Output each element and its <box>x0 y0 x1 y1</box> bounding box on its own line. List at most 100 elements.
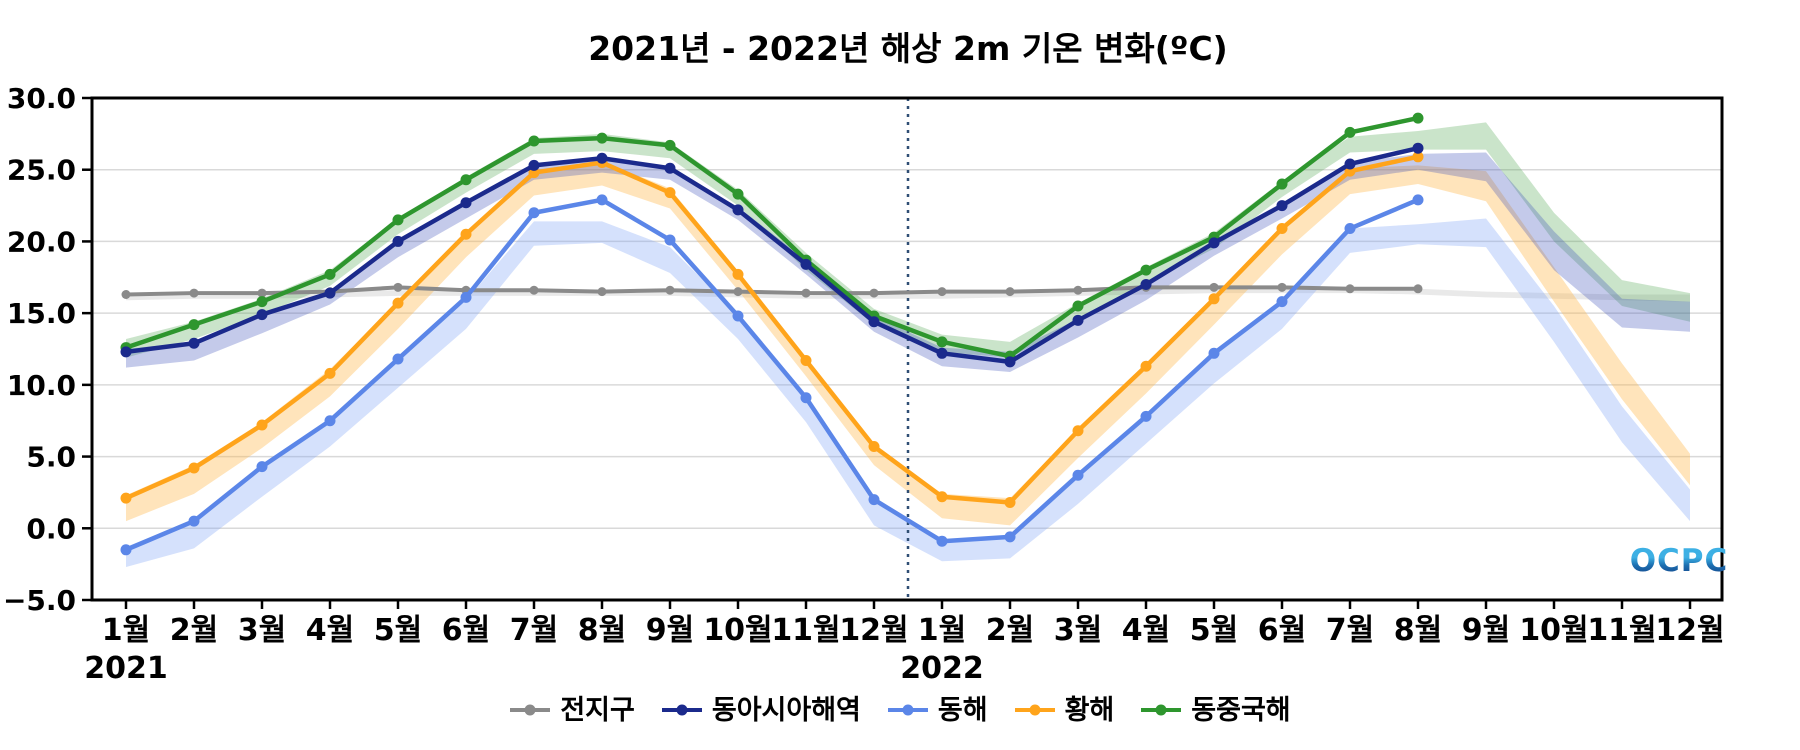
legend-marker-icon <box>1141 704 1182 716</box>
marker-동중국해 <box>936 336 948 348</box>
x-tick-label: 8월 <box>578 613 626 648</box>
marker-동중국해 <box>460 174 472 186</box>
marker-동해 <box>664 234 676 246</box>
marker-동해 <box>596 194 608 206</box>
marker-황해 <box>1072 425 1084 437</box>
marker-동중국해 <box>664 139 676 151</box>
marker-황해 <box>460 228 472 240</box>
marker-동해 <box>120 544 132 556</box>
marker-황해 <box>732 268 744 280</box>
x-tick-label: 10월 <box>1519 613 1588 648</box>
marker-동아시아해역 <box>188 337 200 349</box>
legend-marker-icon <box>887 704 928 716</box>
marker-전지구 <box>937 287 947 297</box>
y-tick-label: 0.0 <box>26 512 76 545</box>
marker-황해 <box>256 419 268 431</box>
marker-동아시아해역 <box>1140 278 1152 290</box>
marker-전지구 <box>257 288 267 298</box>
gridlines <box>92 168 1722 530</box>
marker-전지구 <box>1277 282 1287 292</box>
x-tick-label: 1월 <box>102 613 150 648</box>
marker-동해 <box>1140 410 1152 422</box>
legend-item-동해: 동해 <box>887 697 988 724</box>
marker-황해 <box>1004 496 1016 508</box>
x-tick-label: 4월 <box>1122 613 1170 648</box>
marker-동아시아해역 <box>936 347 948 359</box>
marker-황해 <box>324 367 336 379</box>
x-tick-label: 4월 <box>306 613 354 648</box>
marker-전지구 <box>393 282 403 292</box>
marker-황해 <box>1208 293 1220 305</box>
marker-동중국해 <box>732 188 744 200</box>
marker-동해 <box>732 310 744 322</box>
legend-item-동중국해: 동중국해 <box>1140 697 1291 724</box>
marker-동중국해 <box>1140 264 1152 276</box>
marker-황해 <box>936 491 948 503</box>
legend-label: 동아시아해역 <box>711 694 861 726</box>
marker-전지구 <box>665 285 675 295</box>
marker-동아시아해역 <box>1344 158 1356 170</box>
marker-동해 <box>256 461 268 473</box>
series-동아시아해역 <box>120 142 1424 368</box>
marker-황해 <box>392 297 404 309</box>
marker-황해 <box>1276 223 1288 235</box>
legend-item-전지구: 전지구 <box>509 697 635 724</box>
y-tick-label: 15.0 <box>7 297 76 330</box>
marker-동아시아해역 <box>392 235 404 247</box>
marker-황해 <box>800 354 812 366</box>
marker-동중국해 <box>324 268 336 280</box>
legend-item-황해: 황해 <box>1014 697 1114 724</box>
x-tick-label: 1월 <box>918 613 966 648</box>
marker-동아시아해역 <box>596 152 608 164</box>
marker-동아시아해역 <box>800 258 812 270</box>
x-tick-label: 12월 <box>1655 613 1724 648</box>
marker-전지구 <box>1345 284 1355 294</box>
x-tick-label: 7월 <box>510 613 558 648</box>
x-tick-label: 10월 <box>703 613 772 648</box>
x-tick-label: 3월 <box>238 613 286 648</box>
marker-동아시아해역 <box>732 204 744 216</box>
legend-item-동아시아해역: 동아시아해역 <box>661 697 861 724</box>
marker-황해 <box>1140 360 1152 372</box>
ocpc-logo: OCPC <box>1624 543 1734 579</box>
marker-동중국해 <box>1072 300 1084 312</box>
y-tick-label: −5.0 <box>3 584 76 617</box>
line-동중국해 <box>123 115 1421 359</box>
marker-전지구 <box>189 288 199 298</box>
legend: 전지구 동아시아해역 동해 황해 동중국해 <box>0 688 1800 732</box>
x-tick-label: 8월 <box>1394 613 1442 648</box>
x-tick-label: 5월 <box>1190 613 1238 648</box>
marker-동아시아해역 <box>868 316 880 328</box>
x-tick-label: 6월 <box>1258 613 1306 648</box>
marker-전지구 <box>869 288 879 298</box>
marker-동해 <box>324 415 336 427</box>
marker-동중국해 <box>392 214 404 226</box>
band-동해 <box>126 218 1690 568</box>
series-황해 <box>120 151 1424 508</box>
marker-동해 <box>936 535 948 547</box>
marker-전지구 <box>1073 285 1083 295</box>
legend-label: 동해 <box>937 694 988 726</box>
x-tick-label: 2월 <box>170 613 218 648</box>
marker-동해 <box>1344 223 1356 235</box>
x-tick-label: 6월 <box>442 613 490 648</box>
marker-동아시아해역 <box>1208 237 1220 249</box>
x-tick-label: 11월 <box>1587 613 1656 648</box>
marker-동아시아해역 <box>1004 356 1016 368</box>
marker-동중국해 <box>1412 112 1424 124</box>
marker-전지구 <box>1005 287 1015 297</box>
marker-동해 <box>1208 347 1220 359</box>
marker-동아시아해역 <box>1276 200 1288 212</box>
marker-황해 <box>120 492 132 504</box>
x-tick-label: 9월 <box>646 613 694 648</box>
line-황해 <box>123 154 1421 505</box>
marker-동아시아해역 <box>324 287 336 299</box>
marker-동해 <box>392 353 404 365</box>
marker-동중국해 <box>528 135 540 147</box>
marker-황해 <box>1412 151 1424 163</box>
y-tick-label: 30.0 <box>7 82 76 115</box>
marker-전지구 <box>1209 282 1219 292</box>
marker-동해 <box>1276 296 1288 308</box>
year-label: 2021 <box>84 651 168 686</box>
